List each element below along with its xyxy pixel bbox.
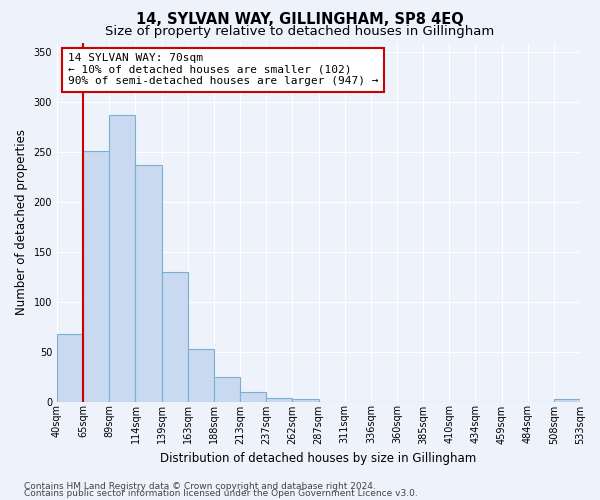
Bar	[109, 116, 136, 402]
Bar	[136, 165, 161, 402]
Bar	[240, 392, 266, 402]
Text: 14 SYLVAN WAY: 70sqm
← 10% of detached houses are smaller (102)
90% of semi-deta: 14 SYLVAN WAY: 70sqm ← 10% of detached h…	[68, 54, 378, 86]
Text: Contains public sector information licensed under the Open Government Licence v3: Contains public sector information licen…	[24, 490, 418, 498]
X-axis label: Distribution of detached houses by size in Gillingham: Distribution of detached houses by size …	[160, 452, 476, 465]
Text: Contains HM Land Registry data © Crown copyright and database right 2024.: Contains HM Land Registry data © Crown c…	[24, 482, 376, 491]
Bar	[161, 272, 188, 402]
Bar	[188, 348, 214, 402]
Bar	[214, 376, 240, 402]
Bar	[554, 398, 580, 402]
Bar	[83, 151, 109, 402]
Bar	[57, 334, 83, 402]
Bar	[266, 398, 292, 402]
Y-axis label: Number of detached properties: Number of detached properties	[15, 129, 28, 315]
Text: 14, SYLVAN WAY, GILLINGHAM, SP8 4EQ: 14, SYLVAN WAY, GILLINGHAM, SP8 4EQ	[136, 12, 464, 28]
Bar	[292, 398, 319, 402]
Text: Size of property relative to detached houses in Gillingham: Size of property relative to detached ho…	[106, 25, 494, 38]
